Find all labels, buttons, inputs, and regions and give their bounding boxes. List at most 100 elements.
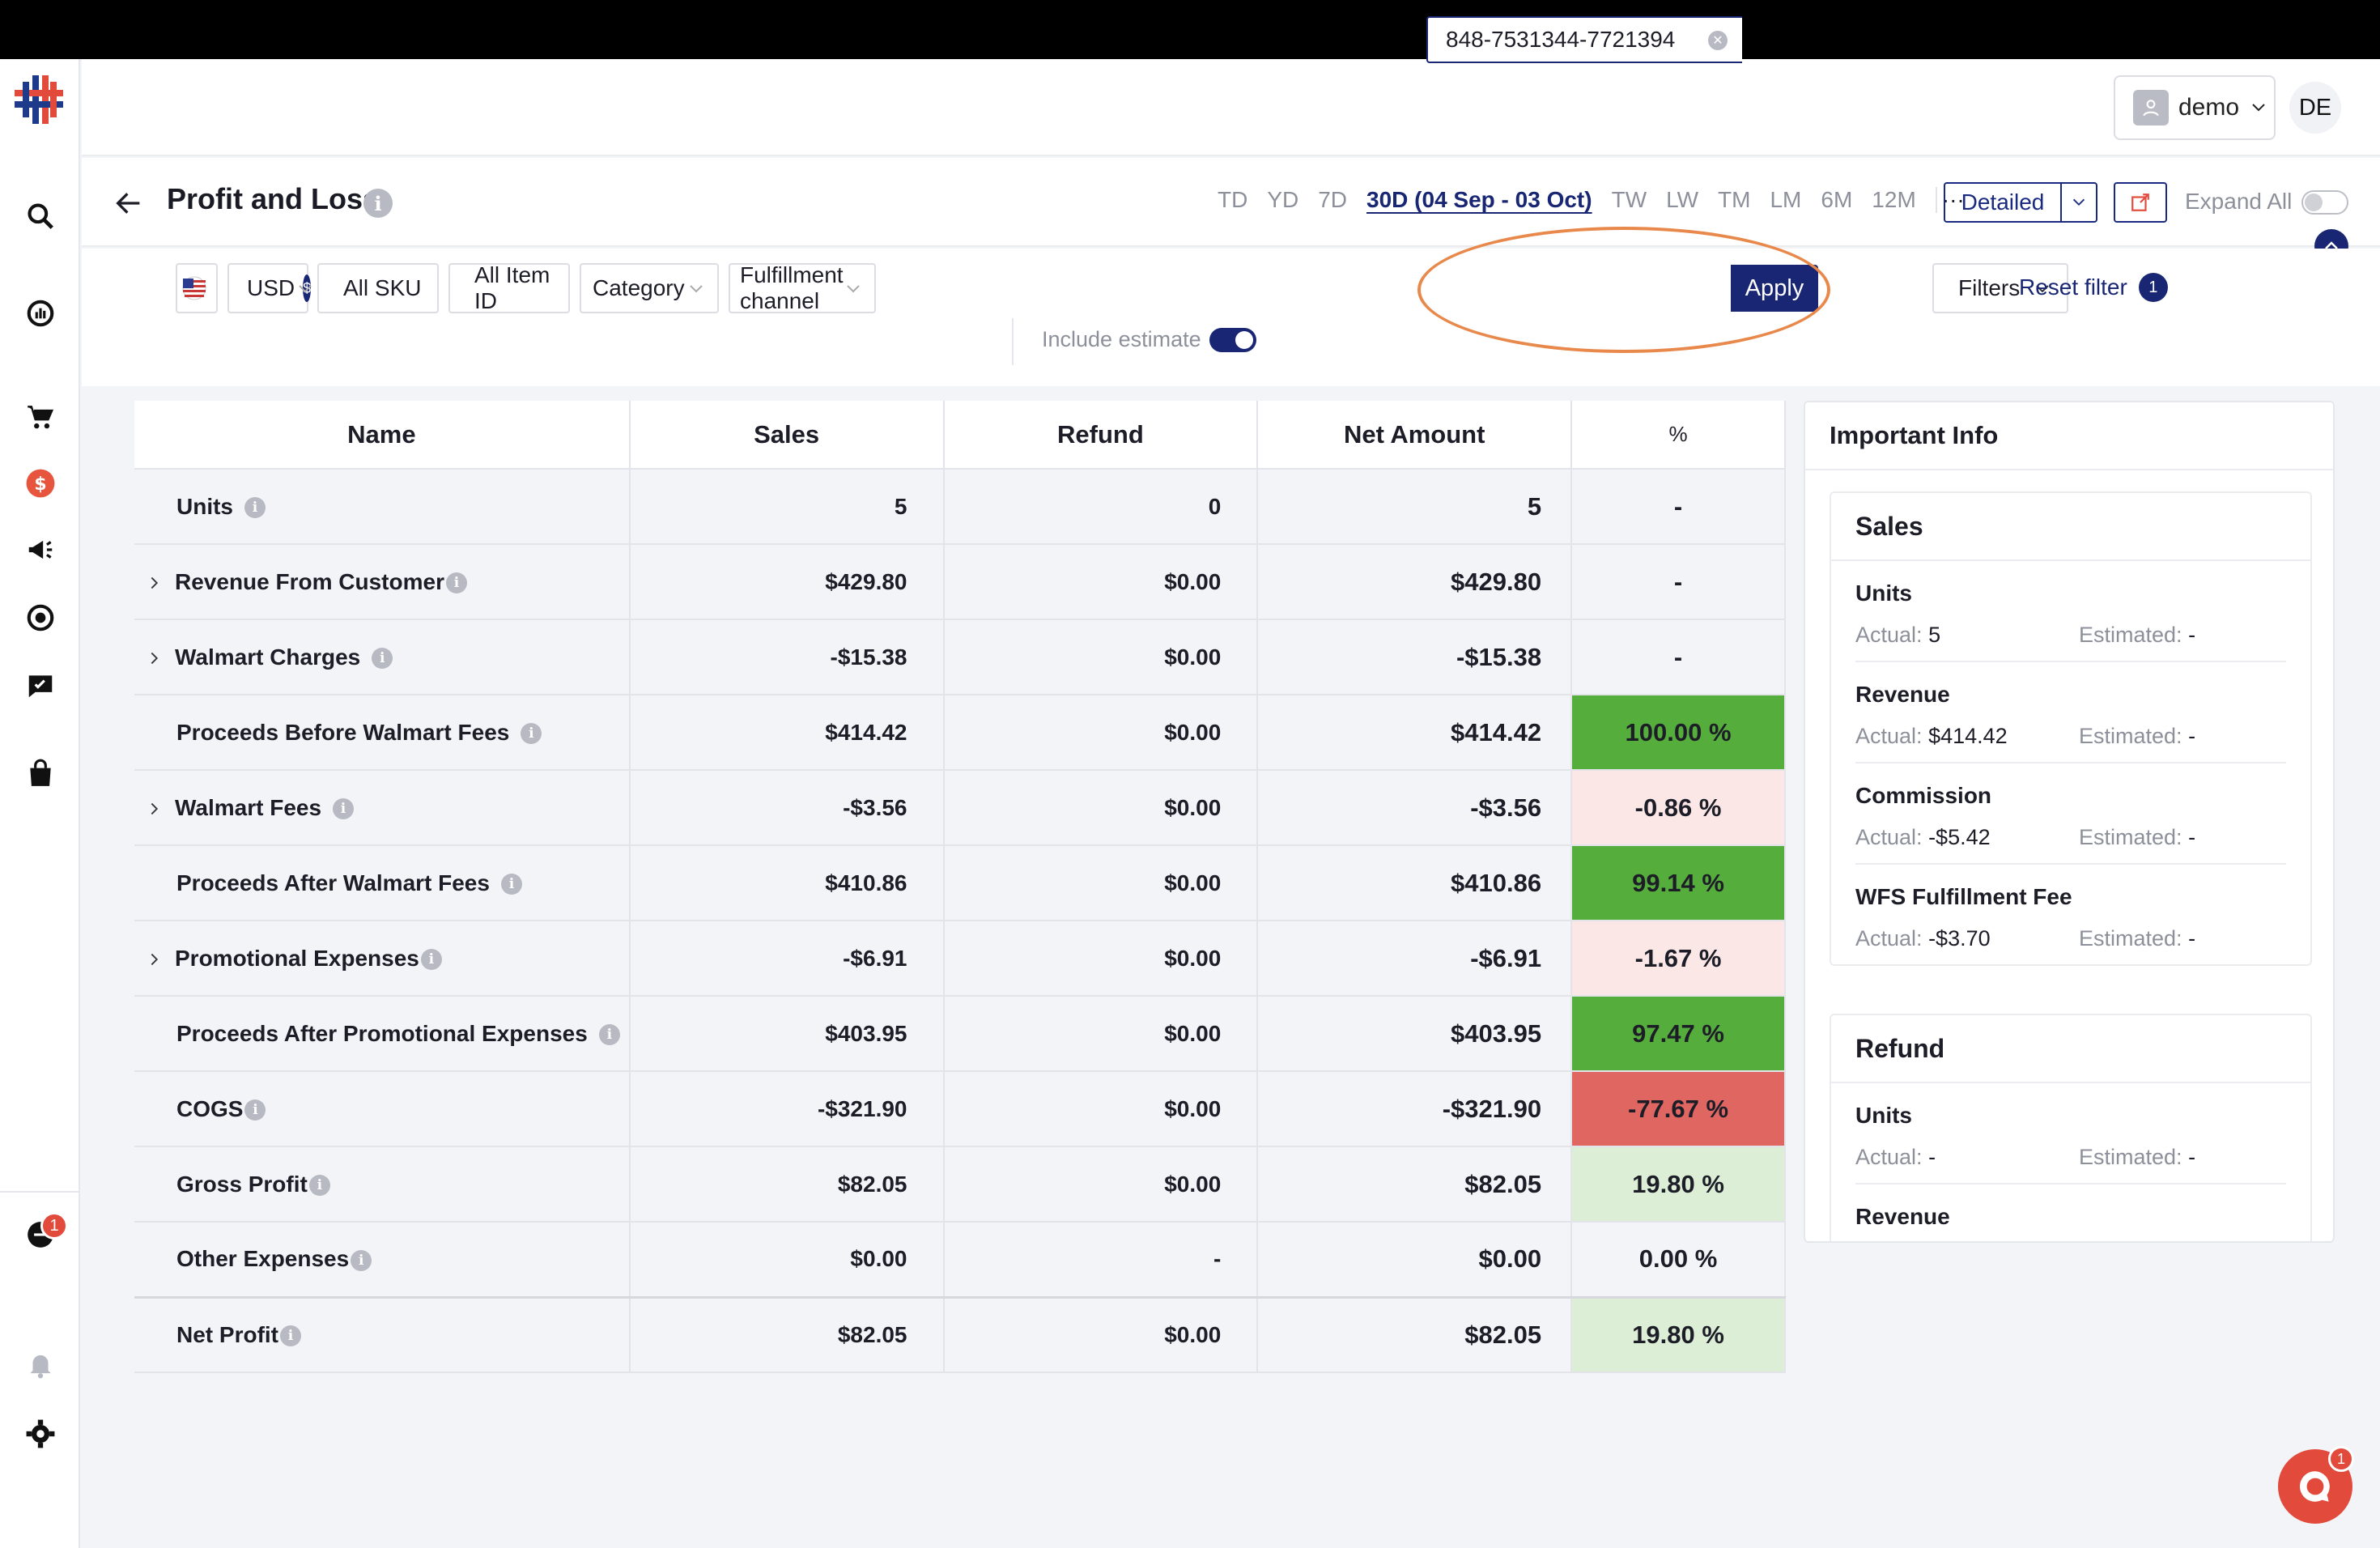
dashboard-icon[interactable] [21, 294, 60, 333]
chevron-right-icon[interactable] [146, 574, 164, 592]
currency-select[interactable]: USD $ [227, 263, 312, 313]
info-icon[interactable]: i [351, 1249, 372, 1271]
net-amount-cell: $414.42 [1257, 695, 1573, 771]
info-icon[interactable]: i [598, 1024, 620, 1046]
row-name-cell: Net Profit i [134, 1295, 631, 1373]
percent-cell: - [1571, 469, 1786, 545]
reset-filter-link[interactable]: Reset filter 1 [2019, 273, 2168, 302]
user-menu-button[interactable]: demo [2114, 75, 2276, 140]
info-icon[interactable]: i [363, 189, 393, 218]
net-amount-cell: $429.80 [1257, 544, 1573, 620]
table-row[interactable]: Walmart Charges i -$15.38 $0.00 -$15.38- [134, 619, 1786, 695]
settings-gear-icon[interactable] [21, 1414, 60, 1453]
info-icon[interactable]: i [244, 1099, 266, 1121]
filters-button[interactable]: Filters [1932, 263, 2068, 313]
chevron-right-icon[interactable] [146, 649, 164, 667]
info-icon[interactable]: i [308, 1175, 330, 1197]
info-metric: WFS Fulfillment Fee Actual: -$3.70 Estimat… [1855, 865, 2286, 964]
fulfillment-channel-select[interactable]: Fulfillment channel [729, 262, 876, 313]
expand-all-toggle[interactable] [2301, 190, 2348, 215]
profit-dollar-icon[interactable]: $ [21, 464, 60, 503]
app-logo[interactable] [13, 74, 65, 125]
info-icon[interactable]: i [500, 874, 522, 895]
title-bar: Profit and Loss i TD YD 7D 30D (04 Sep -… [82, 158, 2380, 263]
row-name: Proceeds After Promotional Expenses [176, 1020, 588, 1046]
back-arrow-icon[interactable] [113, 187, 145, 219]
chevron-down-icon[interactable] [2062, 184, 2096, 221]
sales-cell: $410.86 [629, 845, 945, 921]
refund-cell: 0 [943, 469, 1259, 545]
megaphone-icon[interactable] [21, 530, 60, 569]
info-icon[interactable]: i [521, 723, 542, 745]
metric-values: Actual: $414.42 Estimated: - [1855, 724, 2286, 749]
clear-search-icon[interactable]: ✕ [1708, 31, 1728, 50]
table-row[interactable]: Walmart Fees i -$3.56 $0.00 -$3.56 -0.86 % [134, 770, 1786, 846]
table-row: Proceeds After Promotional Expenses i $403… [134, 996, 1786, 1072]
svg-text:$: $ [34, 474, 46, 495]
info-icon[interactable]: i [420, 949, 442, 971]
info-icon[interactable]: i [372, 648, 393, 670]
refund-cell: $0.00 [943, 996, 1259, 1072]
table-row[interactable]: Revenue From Customer i $429.80 $0.00 $429.8… [134, 544, 1786, 620]
apply-button[interactable]: Apply [1731, 265, 1818, 312]
row-name-cell: Walmart Charges i [134, 619, 631, 695]
col-header-percent: % [1571, 401, 1786, 470]
search-analytics-icon[interactable] [21, 197, 60, 236]
table-row[interactable]: Promotional Expenses i -$6.91 $0.00 -$6.91 -1… [134, 921, 1786, 997]
range-6m[interactable]: 6M [1821, 187, 1853, 212]
col-header-sales: Sales [629, 401, 945, 470]
net-amount-cell: -$321.90 [1257, 1071, 1573, 1147]
percent-cell: 19.80 % [1571, 1295, 1786, 1373]
range-7d[interactable]: 7D [1318, 187, 1348, 212]
chat-icon [2299, 1471, 2330, 1502]
category-select[interactable]: Category [580, 263, 719, 313]
range-td[interactable]: TD [1218, 187, 1248, 212]
reviews-chat-icon[interactable] [21, 666, 60, 705]
range-lw[interactable]: LW [1666, 187, 1699, 212]
sku-filter[interactable]: All SKU [317, 263, 439, 313]
range-yd[interactable]: YD [1267, 187, 1299, 212]
row-name: Revenue From Customer [175, 568, 444, 594]
include-estimate-toggle[interactable] [1209, 327, 1256, 352]
range-tw[interactable]: TW [1611, 187, 1647, 212]
info-metric: Units Actual: - Estimated: - [1855, 1083, 2286, 1184]
percent-cell: 100.00 % [1571, 695, 1786, 771]
range-12m[interactable]: 12M [1872, 187, 1916, 212]
chevron-right-icon[interactable] [146, 800, 164, 818]
info-icon[interactable]: i [244, 497, 266, 519]
row-name: Other Expenses [176, 1246, 350, 1272]
order-search-input[interactable]: 848-7531344-7721394 ✕ [1426, 16, 1742, 63]
avatar[interactable]: DE [2289, 82, 2341, 134]
metric-estimated: Estimated: - [2079, 724, 2195, 749]
bell-icon[interactable] [21, 1345, 60, 1384]
row-name-cell: Gross Profit i [134, 1146, 631, 1223]
range-30d-active[interactable]: 30D (04 Sep - 03 Oct) [1366, 187, 1592, 212]
country-select[interactable] [176, 263, 252, 313]
item-id-filter[interactable]: All Item ID [448, 262, 570, 313]
more-ranges-button[interactable]: ··· [1935, 187, 1965, 213]
metric-estimated: Estimated: - [2079, 825, 2195, 850]
row-name-cell: Other Expenses i [134, 1222, 631, 1298]
include-estimate-divider [1012, 318, 1014, 365]
chevron-right-icon[interactable] [146, 950, 164, 968]
view-mode-select[interactable]: Detailed [1944, 182, 2097, 223]
chevron-down-icon [690, 285, 703, 293]
range-lm[interactable]: LM [1770, 187, 1802, 212]
net-amount-cell: $82.05 [1257, 1295, 1573, 1373]
refund-cell: $0.00 [943, 1146, 1259, 1223]
export-button[interactable] [2114, 182, 2167, 223]
important-info-panel: Important Info Sales Units Actual: 5 Estim… [1804, 401, 2335, 1243]
info-icon[interactable]: i [280, 1325, 301, 1347]
sales-cell: $414.42 [629, 695, 945, 771]
info-icon[interactable]: i [333, 798, 355, 820]
range-tm[interactable]: TM [1718, 187, 1751, 212]
actual-label: Actual: [1855, 623, 1923, 647]
cart-icon[interactable] [21, 398, 60, 436]
refund-cell: $0.00 [943, 770, 1259, 846]
net-amount-cell: $403.95 [1257, 996, 1573, 1072]
info-icon[interactable]: i [445, 572, 467, 594]
target-icon[interactable] [21, 598, 60, 637]
shopping-bag-icon[interactable] [21, 754, 60, 793]
col-header-name: Name [134, 401, 631, 470]
net-amount-cell: -$15.38 [1257, 619, 1573, 695]
